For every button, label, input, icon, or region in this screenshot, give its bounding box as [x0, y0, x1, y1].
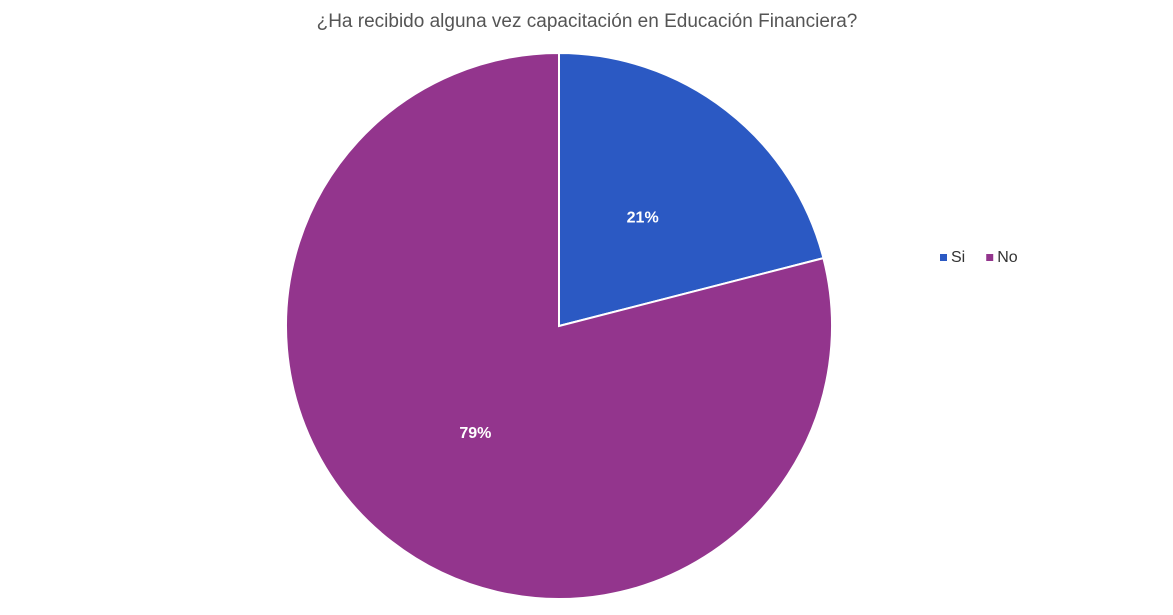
legend-swatch [986, 254, 994, 261]
legend-label: No [997, 249, 1018, 266]
data-label: 79% [459, 425, 491, 442]
chart-title: ¿Ha recibido alguna vez capacitación en … [317, 11, 858, 32]
pie-slice [558, 51, 825, 328]
pie-slice [285, 51, 833, 600]
legend-label: Si [951, 249, 965, 266]
legend-swatch [940, 254, 947, 261]
data-label: 21% [627, 209, 659, 226]
